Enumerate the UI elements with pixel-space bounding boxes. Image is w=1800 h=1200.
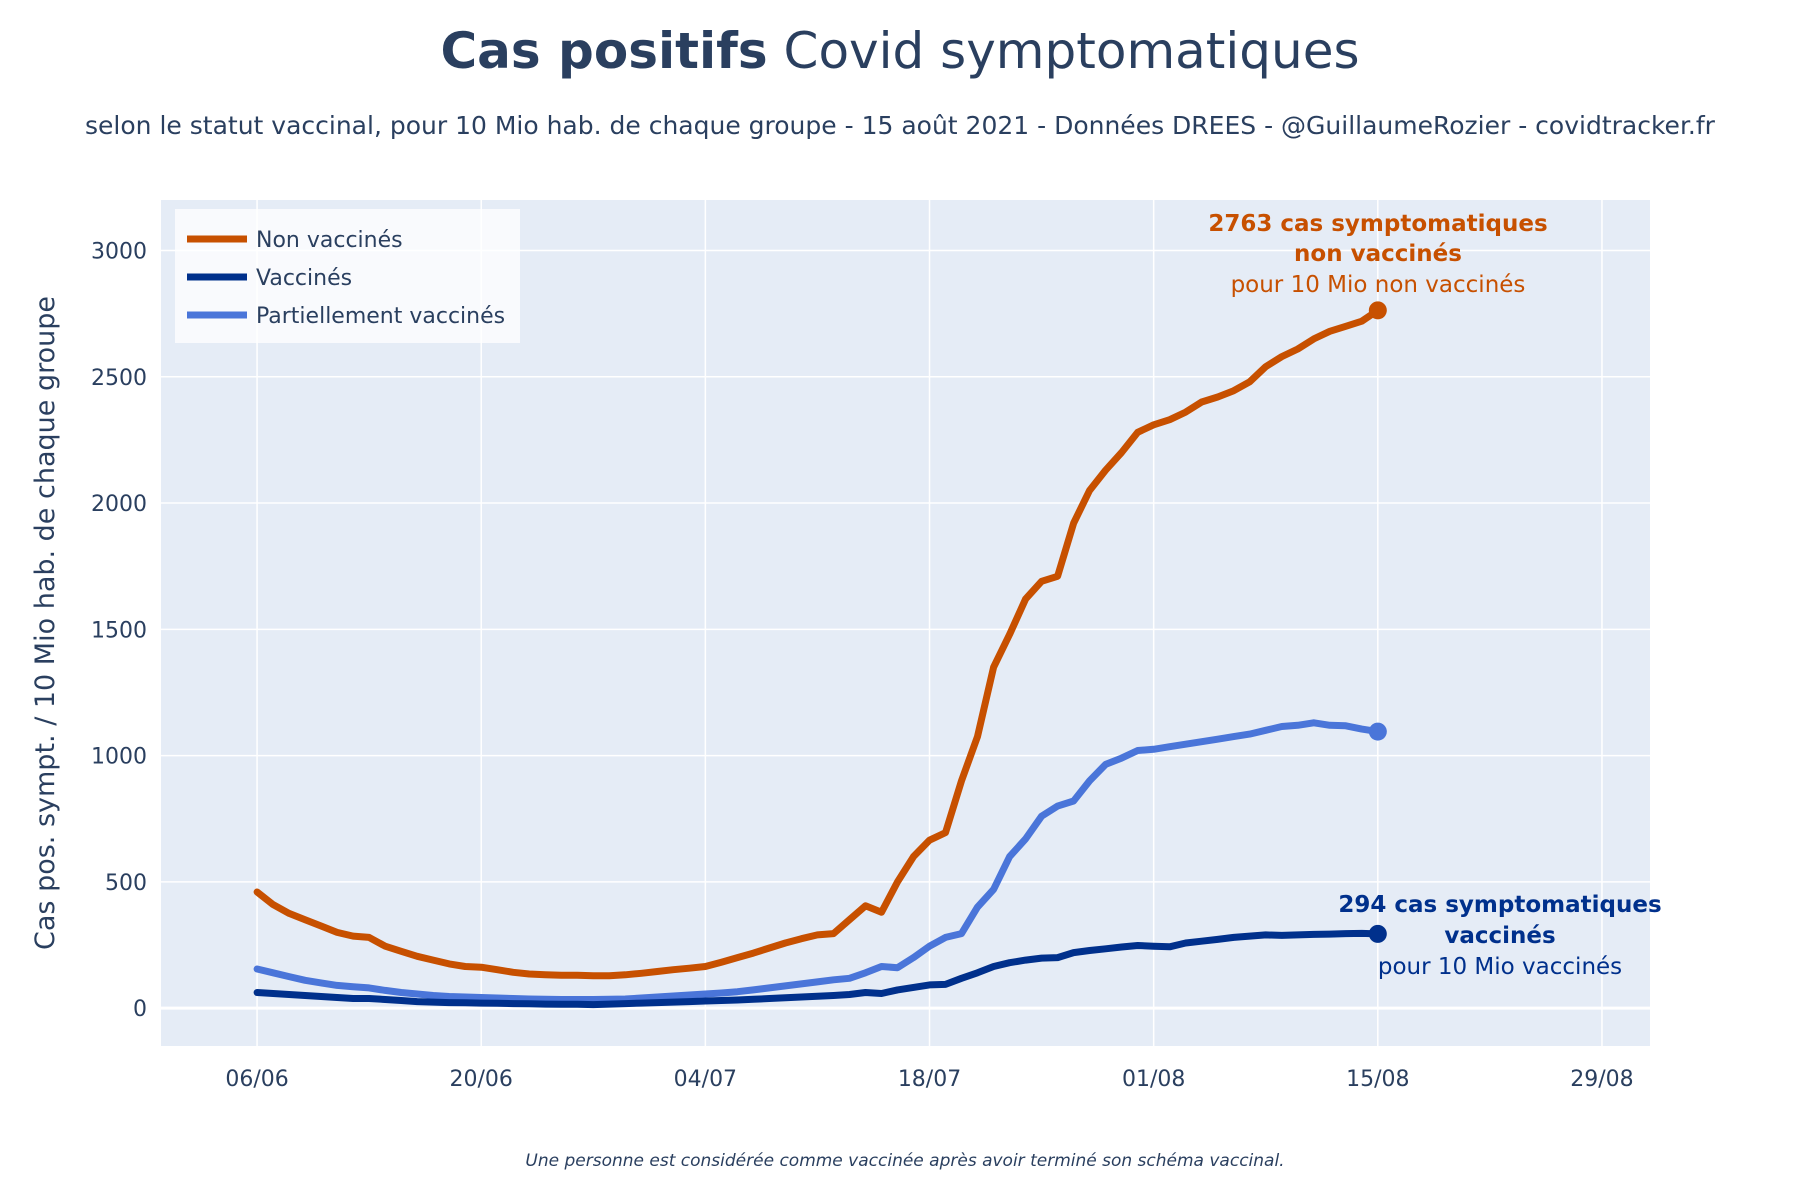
x-tick-label: 18/07 bbox=[898, 1067, 961, 1092]
legend: Non vaccinés Vaccinés Partiellement vacc… bbox=[175, 209, 520, 343]
x-tick-label: 01/08 bbox=[1122, 1067, 1185, 1092]
annotation-non-vaccines: 2763 cas symptomatiques non vaccinés pou… bbox=[1208, 211, 1547, 298]
annotation-vaccines: 294 cas symptomatiques vaccinés pour 10 … bbox=[1338, 892, 1661, 980]
x-tick-label: 29/08 bbox=[1570, 1067, 1633, 1092]
x-tick-label: 20/06 bbox=[450, 1067, 513, 1092]
series-lines bbox=[253, 301, 1387, 1009]
annotation-non-vaccines-line2: non vaccinés bbox=[1294, 241, 1462, 267]
series-end-marker-vaccines bbox=[1368, 924, 1387, 943]
y-tick-label: 1500 bbox=[91, 618, 147, 643]
chart-title-bold: Cas positifs bbox=[440, 22, 767, 80]
annotation-non-vaccines-line1: 2763 cas symptomatiques bbox=[1208, 211, 1547, 237]
y-tick-label: 2500 bbox=[91, 366, 147, 391]
y-axis-title: Cas pos. sympt. / 10 Mio hab. de chaque … bbox=[30, 296, 61, 950]
y-tick-label: 2000 bbox=[91, 492, 147, 517]
legend-label-vaccines: Vaccinés bbox=[256, 266, 352, 291]
annotation-vaccines-line1: 294 cas symptomatiques bbox=[1338, 892, 1661, 918]
annotation-vaccines-sub: pour 10 Mio vaccinés bbox=[1378, 954, 1622, 980]
y-tick-label: 1000 bbox=[91, 745, 147, 770]
series-line-vaccines bbox=[253, 929, 1382, 1009]
y-tick-label: 3000 bbox=[91, 240, 147, 265]
annotation-non-vaccines-sub: pour 10 Mio non vaccinés bbox=[1231, 272, 1526, 298]
footnote: Une personne est considérée comme vaccin… bbox=[525, 1151, 1284, 1171]
chart-subtitle: selon le statut vaccinal, pour 10 Mio ha… bbox=[85, 111, 1716, 140]
y-axis-ticks: 0 500 1000 1500 2000 2500 3000 bbox=[91, 240, 147, 1023]
chart-title-rest: Covid symptomatiques bbox=[768, 22, 1360, 80]
y-tick-label: 500 bbox=[105, 871, 147, 896]
series-line-non-vaccines bbox=[253, 306, 1382, 980]
chart-title: Cas positifs Covid symptomatiques bbox=[440, 22, 1359, 80]
y-tick-label: 0 bbox=[133, 997, 147, 1022]
x-axis-ticks: 06/06 20/06 04/07 18/07 01/08 15/08 29/08 bbox=[225, 1067, 1633, 1092]
x-tick-label: 04/07 bbox=[674, 1067, 737, 1092]
legend-label-non-vaccines: Non vaccinés bbox=[256, 228, 403, 253]
series-line-partiellement-vaccines bbox=[253, 719, 1382, 1003]
x-tick-label: 15/08 bbox=[1346, 1067, 1409, 1092]
legend-label-partiellement: Partiellement vaccinés bbox=[256, 304, 505, 329]
series-end-marker-non-vaccines bbox=[1368, 301, 1387, 320]
annotation-vaccines-line2: vaccinés bbox=[1444, 923, 1555, 949]
series-end-marker-partiellement-vaccines bbox=[1368, 722, 1387, 741]
x-tick-label: 06/06 bbox=[225, 1067, 288, 1092]
